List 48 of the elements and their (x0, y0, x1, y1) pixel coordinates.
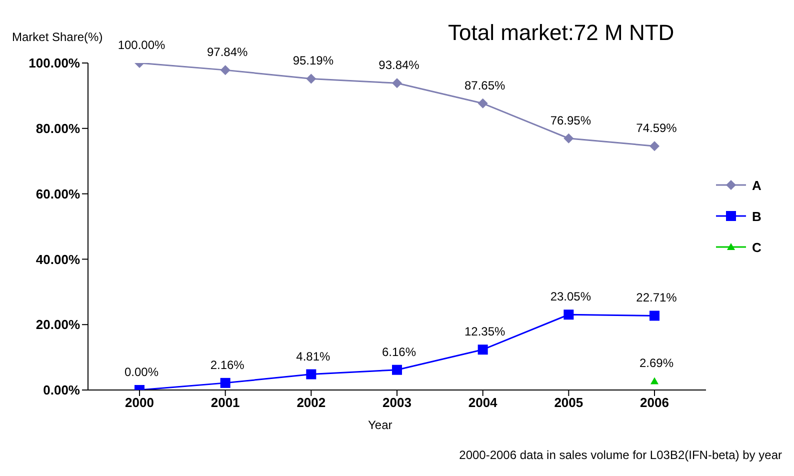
data-label: 0.00% (124, 365, 159, 379)
text: 2000-2006 data in sales volume for L03B2(IFN-beta) by year (459, 448, 782, 462)
point (392, 78, 402, 88)
point (564, 133, 574, 144)
point (306, 369, 316, 380)
point (392, 364, 402, 375)
y-tick-label: 80.00% (36, 121, 80, 136)
data-label: 95.19% (292, 54, 334, 68)
data-label: 2.69% (639, 356, 674, 370)
chart-title: Total market:72 M NTD (448, 20, 674, 46)
y-tick-label: 100.00% (28, 56, 80, 71)
data-label: 100.00% (118, 38, 166, 52)
x-tick-label: 2005 (554, 395, 584, 410)
point (478, 344, 488, 355)
data-label: 6.16% (382, 344, 416, 359)
data-label: 93.84% (378, 58, 420, 72)
x-axis-title: Year (368, 418, 392, 432)
x-tick-label: 2000 (125, 395, 154, 410)
x-tick-label: 2002 (296, 395, 326, 410)
data-label: 23.05% (550, 290, 592, 304)
legend-label: A (752, 178, 762, 192)
y-tick-label: 40.00% (36, 252, 80, 267)
data-label: 12.35% (464, 324, 506, 339)
data-label: 2.16% (210, 358, 245, 372)
point (220, 65, 230, 76)
data-label: 76.95% (550, 113, 592, 128)
point (478, 98, 488, 108)
point (564, 310, 574, 320)
x-tick-label: 2004 (468, 395, 498, 410)
y-tick-label: 0.00% (43, 382, 80, 398)
legend-label: B (752, 208, 762, 224)
x-tick-label: 2003 (382, 395, 412, 410)
x-tick-label: 2006 (640, 395, 669, 410)
point (650, 377, 658, 384)
data-label: 4.81% (296, 349, 331, 364)
legend-label: C (752, 240, 762, 254)
point (306, 74, 316, 84)
y-axis-title: Market Share(%) (12, 30, 103, 44)
data-label: 74.59% (636, 121, 678, 136)
x-tick-label: 2001 (210, 395, 240, 410)
y-tick-label: 60.00% (36, 186, 80, 202)
data-label: 97.84% (206, 45, 248, 60)
data-label: 22.71% (636, 290, 678, 305)
point (220, 378, 230, 388)
data-label: 87.65% (464, 78, 506, 92)
point (650, 141, 660, 152)
point (650, 310, 660, 321)
y-tick-label: 20.00% (36, 317, 80, 332)
